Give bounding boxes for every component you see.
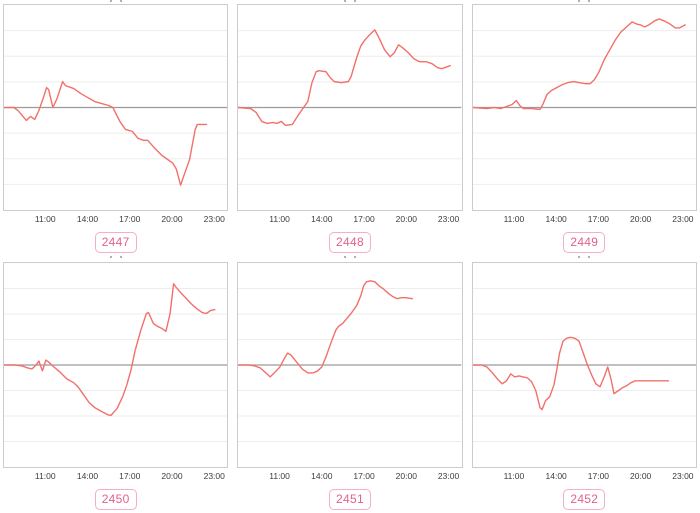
x-axis-ticks: 11:00 14:00 17:00 20:00 23:00 [3, 211, 228, 229]
chart-panel [471, 4, 697, 211]
clipped-title-fragment [3, 255, 228, 262]
x-axis-ticks: 11:00 14:00 17:00 20:00 23:00 [237, 468, 462, 486]
x-tick-label: 17:00 [353, 471, 375, 481]
badge-row: 2447 [3, 229, 228, 255]
chart-id-badge[interactable]: 2452 [563, 488, 606, 510]
line-chart [473, 263, 696, 467]
x-tick-label: 20:00 [395, 471, 417, 481]
chart-id-badge[interactable]: 2449 [563, 231, 606, 253]
line-chart [238, 263, 461, 467]
badge-row: 2450 [3, 486, 228, 512]
x-tick-label: 11:00 [503, 471, 525, 481]
chart-cell: 11:00 14:00 17:00 20:00 23:00 2452 [471, 255, 697, 512]
chart-panel [3, 4, 229, 211]
x-tick-label: 11:00 [34, 214, 56, 224]
x-tick-label: 20:00 [630, 214, 652, 224]
x-tick-label: 11:00 [269, 471, 290, 481]
x-tick-label: 23:00 [672, 471, 694, 481]
x-axis-ticks: 11:00 14:00 17:00 20:00 23:00 [237, 211, 462, 229]
clipped-title-fragment [3, 0, 228, 4]
x-tick-label: 14:00 [545, 214, 567, 224]
x-tick-label: 14:00 [311, 214, 333, 224]
x-tick-label: 17:00 [353, 214, 375, 224]
line-chart [4, 5, 227, 210]
chart-panel [237, 4, 463, 211]
x-axis-ticks: 11:00 14:00 17:00 20:00 23:00 [472, 468, 697, 486]
x-tick-label: 23:00 [437, 214, 460, 224]
chart-id-badge[interactable]: 2448 [329, 231, 371, 253]
chart-cell: 11:00 14:00 17:00 20:00 23:00 2451 [237, 255, 463, 512]
chart-cell: 11:00 14:00 17:00 20:00 23:00 2447 [3, 0, 229, 255]
x-tick-label: 14:00 [76, 471, 99, 481]
clipped-title-fragment [237, 0, 462, 4]
badge-row: 2449 [472, 229, 697, 255]
x-axis-ticks: 11:00 14:00 17:00 20:00 23:00 [472, 211, 697, 229]
charts-grid-row-1: 11:00 14:00 17:00 20:00 23:00 2447 11:00… [0, 0, 700, 255]
badge-row: 2448 [237, 229, 462, 255]
x-tick-label: 20:00 [161, 471, 183, 481]
x-tick-label: 20:00 [161, 214, 183, 224]
chart-id-badge[interactable]: 2451 [329, 488, 371, 510]
line-chart [4, 263, 227, 467]
badge-row: 2452 [472, 486, 697, 512]
x-tick-label: 23:00 [437, 471, 460, 481]
x-tick-label: 11:00 [34, 471, 56, 481]
chart-cell: 11:00 14:00 17:00 20:00 23:00 2449 [471, 0, 697, 255]
badge-row: 2451 [237, 486, 462, 512]
chart-panel [237, 262, 463, 468]
x-tick-label: 17:00 [587, 471, 610, 481]
x-tick-label: 20:00 [630, 471, 652, 481]
x-tick-label: 17:00 [119, 471, 141, 481]
line-chart [238, 5, 461, 210]
x-axis-ticks: 11:00 14:00 17:00 20:00 23:00 [3, 468, 228, 486]
x-tick-label: 23:00 [203, 214, 225, 224]
charts-grid-row-2: 11:00 14:00 17:00 20:00 23:00 2450 11:00… [0, 255, 700, 512]
x-tick-label: 17:00 [119, 214, 141, 224]
clipped-title-fragment [472, 255, 697, 262]
chart-panel [3, 262, 229, 468]
chart-cell: 11:00 14:00 17:00 20:00 23:00 2450 [3, 255, 229, 512]
x-tick-label: 20:00 [395, 214, 417, 224]
chart-cell: 11:00 14:00 17:00 20:00 23:00 2448 [237, 0, 463, 255]
x-tick-label: 14:00 [545, 471, 567, 481]
x-tick-label: 17:00 [587, 214, 610, 224]
x-tick-label: 23:00 [672, 214, 694, 224]
x-tick-label: 23:00 [203, 471, 225, 481]
line-chart [473, 5, 696, 210]
chart-id-badge[interactable]: 2450 [94, 488, 137, 510]
x-tick-label: 14:00 [311, 471, 333, 481]
chart-id-badge[interactable]: 2447 [94, 231, 137, 253]
x-tick-label: 14:00 [76, 214, 99, 224]
clipped-title-fragment [472, 0, 697, 4]
clipped-title-fragment [237, 255, 462, 262]
x-tick-label: 11:00 [269, 214, 290, 224]
chart-panel [471, 262, 697, 468]
x-tick-label: 11:00 [503, 214, 525, 224]
